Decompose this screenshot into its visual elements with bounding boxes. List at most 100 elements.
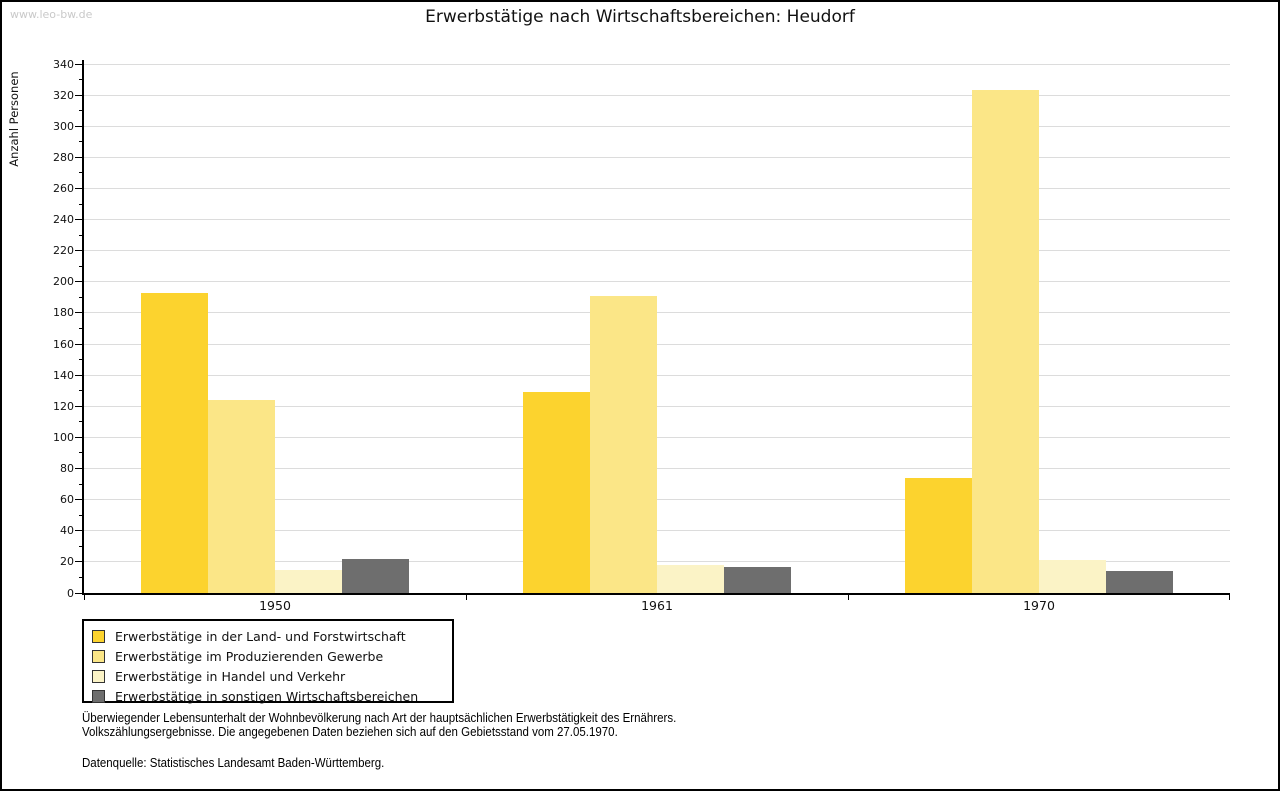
y-tick-minor-170 (79, 328, 83, 329)
x-tick-label-1961: 1961 (641, 598, 673, 613)
gridline-120 (84, 405, 1230, 407)
y-tick-minor-250 (79, 203, 83, 205)
footnote-line-2: Volkszählungsergebnisse. Die angegebenen… (82, 725, 618, 739)
gridline-300 (84, 125, 1230, 127)
x-tick-2 (848, 595, 849, 600)
y-tick-label-200: 200 (53, 275, 74, 289)
gridline-240 (84, 219, 1230, 221)
y-tick-minor-230 (79, 234, 83, 236)
gridline-280 (84, 156, 1230, 158)
y-tick-major-0 (75, 592, 83, 594)
y-tick-major-260 (75, 187, 83, 189)
bar-1950-series-3 (342, 558, 409, 593)
y-tick-label-240: 240 (53, 213, 74, 227)
y-tick-major-20 (75, 561, 83, 563)
y-tick-minor-110 (79, 421, 83, 423)
y-tick-major-320 (75, 94, 83, 96)
gridline-60 (84, 499, 1230, 501)
y-tick-label-0: 0 (67, 586, 74, 600)
chart-title: Erwerbstätige nach Wirtschaftsbereichen:… (425, 7, 855, 27)
y-tick-label-140: 140 (53, 368, 74, 382)
legend-item-1: Erwerbstätige im Produzierenden Gewerbe (92, 646, 452, 666)
y-tick-major-180 (75, 312, 83, 314)
y-tick-label-300: 300 (53, 119, 74, 133)
legend-item-2: Erwerbstätige in Handel und Verkehr (92, 666, 452, 686)
y-tick-label-20: 20 (60, 555, 74, 569)
y-tick-label-320: 320 (53, 88, 74, 102)
y-tick-major-140 (75, 374, 83, 376)
gridline-220 (84, 250, 1230, 252)
y-tick-minor-190 (79, 296, 83, 298)
y-tick-label-120: 120 (53, 399, 74, 413)
y-tick-label-40: 40 (60, 524, 74, 538)
gridline-140 (84, 374, 1230, 376)
legend-label-0: Erwerbstätige in der Land- und Forstwirt… (115, 628, 406, 644)
y-tick-label-260: 260 (53, 181, 74, 195)
y-tick-minor-10 (79, 576, 83, 578)
x-tick-3 (1229, 595, 1230, 600)
y-tick-minor-70 (79, 483, 83, 485)
y-tick-major-100 (75, 436, 83, 438)
legend-swatch-1 (92, 649, 105, 663)
bar-1970-series-0 (905, 477, 972, 593)
y-tick-major-60 (75, 499, 83, 501)
y-tick-label-160: 160 (53, 337, 74, 351)
gridline-200 (84, 281, 1230, 283)
y-tick-minor-130 (79, 390, 83, 392)
bar-1950-series-2 (275, 569, 342, 593)
y-tick-minor-150 (79, 359, 83, 361)
y-tick-major-340 (75, 63, 83, 65)
y-tick-label-60: 60 (60, 493, 74, 507)
y-tick-label-220: 220 (53, 244, 74, 258)
y-tick-major-280 (75, 156, 83, 158)
x-tick-label-1970: 1970 (1023, 598, 1055, 613)
y-tick-label-80: 80 (60, 462, 74, 476)
gridline-20 (84, 561, 1230, 563)
y-tick-minor-270 (79, 172, 83, 174)
y-tick-label-340: 340 (53, 57, 74, 71)
y-tick-major-40 (75, 530, 83, 532)
gridline-160 (84, 343, 1230, 345)
y-tick-major-80 (75, 468, 83, 470)
footnote-line-1: Überwiegender Lebensunterhalt der Wohnbe… (82, 711, 677, 725)
y-tick-minor-30 (79, 545, 83, 547)
gridline-340 (84, 63, 1230, 65)
gridline-40 (84, 530, 1230, 532)
bar-1961-series-3 (724, 566, 791, 593)
y-axis-label: Anzahl Personen (7, 71, 21, 167)
plot-area (84, 63, 1230, 593)
gridline-100 (84, 436, 1230, 438)
gridline-260 (84, 187, 1230, 189)
y-tick-major-160 (75, 343, 83, 345)
watermark: www.leo-bw.de (10, 8, 93, 21)
bar-1970-series-2 (1039, 560, 1106, 593)
legend-label-3: Erwerbstätige in sonstigen Wirtschaftsbe… (115, 688, 419, 704)
x-tick-label-1950: 1950 (259, 598, 291, 613)
bar-1961-series-1 (590, 295, 657, 593)
y-tick-label-280: 280 (53, 150, 74, 164)
legend-label-1: Erwerbstätige im Produzierenden Gewerbe (115, 648, 384, 664)
legend-swatch-3 (92, 689, 105, 703)
legend-item-3: Erwerbstätige in sonstigen Wirtschaftsbe… (92, 686, 452, 706)
y-axis-line (82, 60, 84, 595)
y-tick-minor-90 (79, 452, 83, 454)
legend: Erwerbstätige in der Land- und Forstwirt… (82, 619, 454, 706)
gridline-180 (84, 312, 1230, 314)
y-tick-minor-330 (79, 79, 83, 81)
y-tick-label-180: 180 (53, 306, 74, 320)
x-axis-line (82, 593, 1230, 595)
legend-swatch-2 (92, 669, 105, 683)
bar-1970-series-3 (1106, 571, 1173, 593)
bar-1950-series-0 (141, 292, 208, 593)
bar-1970-series-1 (972, 90, 1039, 593)
x-tick-0 (84, 595, 85, 600)
y-tick-minor-210 (79, 265, 83, 267)
footnotes: Überwiegender Lebensunterhalt der Wohnbe… (82, 711, 1094, 770)
y-tick-major-300 (75, 125, 83, 127)
bar-1950-series-1 (208, 400, 275, 593)
y-tick-major-200 (75, 281, 83, 283)
y-tick-minor-290 (79, 141, 83, 143)
y-tick-major-120 (75, 405, 83, 407)
gridline-320 (84, 94, 1230, 96)
